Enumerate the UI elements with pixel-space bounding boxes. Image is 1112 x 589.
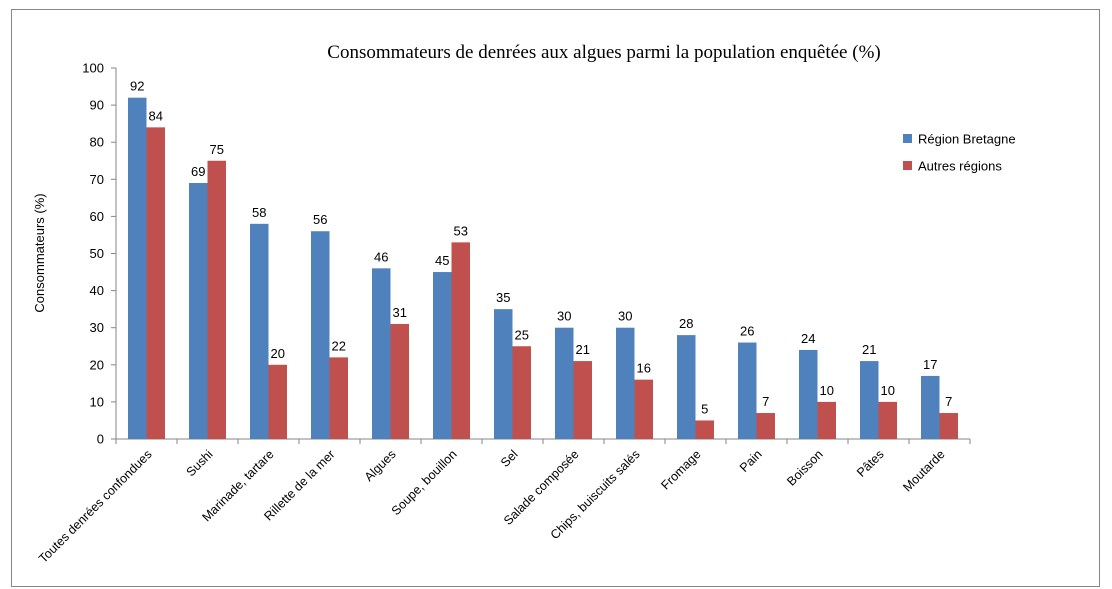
- category-label: Pâtes: [854, 447, 887, 480]
- bar-bretagne: [616, 327, 635, 439]
- data-label: 58: [252, 205, 266, 220]
- category-label: Pain: [737, 447, 765, 475]
- legend-label: Autres régions: [918, 159, 1002, 174]
- y-tick-label: 30: [90, 320, 104, 335]
- data-label: 35: [496, 290, 510, 305]
- category-label: Moutarde: [900, 447, 947, 494]
- y-tick-label: 10: [90, 394, 104, 409]
- y-tick-label: 80: [90, 135, 104, 150]
- bar-bretagne: [677, 335, 696, 439]
- data-label: 7: [762, 394, 769, 409]
- data-label: 31: [393, 305, 407, 320]
- y-tick-label: 20: [90, 357, 104, 372]
- bar-autres: [756, 413, 775, 439]
- data-label: 21: [576, 342, 590, 357]
- bar-autres: [329, 357, 348, 439]
- data-label: 46: [374, 249, 388, 264]
- bars: [128, 97, 958, 440]
- y-tick-label: 60: [90, 209, 104, 224]
- y-tick-label: 90: [90, 98, 104, 113]
- bar-autres: [817, 401, 836, 439]
- data-label: 53: [454, 223, 468, 238]
- bar-bretagne: [250, 223, 269, 439]
- y-tick-label: 40: [90, 283, 104, 298]
- category-labels: Toutes denrées confondues SushiMarinade, …: [36, 447, 948, 566]
- data-label: 75: [210, 142, 224, 157]
- chart-frame: [11, 9, 1100, 587]
- bar-bretagne: [372, 268, 391, 439]
- data-label: 7: [945, 394, 952, 409]
- data-label: 69: [191, 164, 205, 179]
- legend-label: Région Bretagne: [918, 132, 1016, 147]
- legend-swatch: [903, 134, 912, 143]
- category-label: Sel: [498, 447, 521, 470]
- bar-autres: [146, 127, 165, 440]
- bar-autres: [451, 242, 470, 439]
- data-label: 26: [740, 324, 754, 339]
- category-label: Algues: [362, 447, 399, 484]
- bar-bretagne: [494, 309, 513, 439]
- bar-autres: [878, 401, 897, 439]
- bar-autres: [573, 361, 592, 439]
- bar-bretagne: [921, 375, 940, 439]
- data-label: 10: [881, 383, 895, 398]
- chart-title: Consommateurs de denrées aux algues parm…: [327, 42, 880, 63]
- legend: Région Bretagne Autres régions: [903, 132, 1016, 174]
- data-label: 30: [557, 309, 571, 324]
- bar-bretagne: [799, 349, 818, 439]
- data-label: 45: [435, 253, 449, 268]
- data-label: 16: [637, 361, 651, 376]
- bar-bretagne: [738, 342, 757, 439]
- data-label: 92: [130, 79, 144, 94]
- category-label: Fromage: [658, 447, 703, 492]
- data-label: 21: [862, 342, 876, 357]
- bar-autres: [207, 160, 226, 439]
- y-axis-label: Consommateurs (%): [32, 193, 47, 312]
- y-tick-label: 50: [90, 246, 104, 261]
- data-label: 25: [515, 327, 529, 342]
- data-label: 28: [679, 316, 693, 331]
- bar-autres: [695, 420, 714, 439]
- y-tick-label: 0: [97, 432, 104, 447]
- data-label: 30: [618, 309, 632, 324]
- bar-autres: [939, 413, 958, 439]
- data-label: 17: [923, 357, 937, 372]
- bar-autres: [268, 364, 287, 439]
- bar-bretagne: [433, 272, 452, 439]
- data-label: 24: [801, 331, 815, 346]
- category-label: Boisson: [784, 447, 825, 488]
- data-label: 84: [149, 108, 163, 123]
- data-label: 22: [332, 338, 346, 353]
- data-label: 5: [701, 401, 708, 416]
- data-label: 10: [820, 383, 834, 398]
- data-label: 56: [313, 212, 327, 227]
- bar-bretagne: [860, 361, 879, 439]
- bar-bretagne: [555, 327, 574, 439]
- bar-bretagne: [128, 97, 147, 440]
- category-label: Soupe, bouillon: [389, 447, 460, 518]
- bar-bretagne: [189, 183, 208, 439]
- category-label: Toutes denrées confondues: [36, 447, 155, 566]
- y-tick-label: 70: [90, 172, 104, 187]
- y-tick-label: 100: [82, 61, 104, 76]
- bar-autres: [634, 379, 653, 439]
- data-label: 20: [271, 346, 285, 361]
- bar-autres: [512, 346, 531, 439]
- bar-autres: [390, 323, 409, 439]
- data-labels: 92 84 69 75 58 20 56 22 46 31 45 53 35 25 30 21 30 16 28 5 2…: [130, 79, 952, 417]
- bar-bretagne: [311, 231, 330, 439]
- category-label: Sushi: [184, 447, 216, 479]
- legend-swatch: [903, 161, 912, 170]
